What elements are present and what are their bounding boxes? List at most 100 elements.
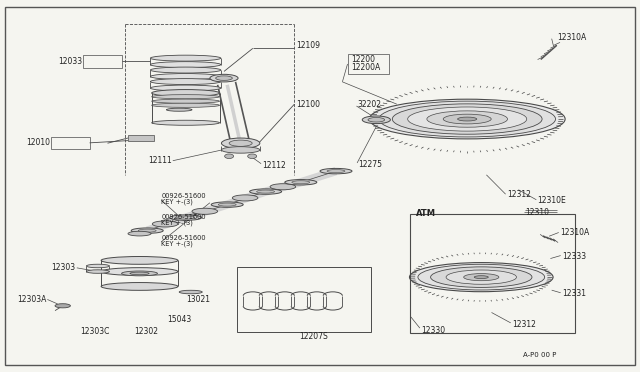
Ellipse shape bbox=[210, 74, 238, 82]
Ellipse shape bbox=[192, 208, 218, 214]
Ellipse shape bbox=[166, 108, 192, 111]
Text: 12310: 12310 bbox=[525, 208, 548, 217]
Ellipse shape bbox=[225, 154, 234, 158]
Ellipse shape bbox=[152, 94, 220, 99]
Ellipse shape bbox=[229, 140, 252, 146]
Text: 12331: 12331 bbox=[562, 289, 586, 298]
Text: 32202: 32202 bbox=[357, 100, 381, 109]
Bar bbox=[348, 54, 389, 74]
Ellipse shape bbox=[138, 229, 156, 232]
Ellipse shape bbox=[150, 67, 221, 73]
Ellipse shape bbox=[232, 195, 258, 201]
Ellipse shape bbox=[379, 101, 556, 137]
Text: 12303: 12303 bbox=[51, 263, 76, 272]
Bar bbox=[237, 267, 371, 332]
Text: 12310A: 12310A bbox=[557, 33, 586, 42]
Ellipse shape bbox=[221, 147, 260, 153]
Ellipse shape bbox=[257, 190, 275, 193]
Text: 00926-51600: 00926-51600 bbox=[161, 193, 206, 199]
Text: 12303A: 12303A bbox=[17, 295, 46, 304]
Bar bbox=[410, 214, 575, 333]
Text: 12112: 12112 bbox=[262, 161, 286, 170]
Ellipse shape bbox=[418, 264, 545, 290]
Text: A-P0 00 P: A-P0 00 P bbox=[524, 352, 557, 358]
Ellipse shape bbox=[368, 118, 385, 122]
Ellipse shape bbox=[152, 90, 220, 96]
Ellipse shape bbox=[179, 290, 202, 294]
Ellipse shape bbox=[131, 228, 163, 233]
Ellipse shape bbox=[152, 103, 220, 108]
Ellipse shape bbox=[152, 221, 178, 227]
Ellipse shape bbox=[101, 257, 178, 264]
Text: 00926-51600: 00926-51600 bbox=[161, 214, 206, 220]
Ellipse shape bbox=[150, 78, 221, 84]
Text: 12333: 12333 bbox=[562, 252, 586, 261]
Ellipse shape bbox=[463, 273, 499, 281]
Text: 12303C: 12303C bbox=[80, 327, 109, 336]
Ellipse shape bbox=[150, 74, 221, 80]
Ellipse shape bbox=[150, 55, 221, 61]
Text: 12330: 12330 bbox=[421, 326, 445, 335]
Ellipse shape bbox=[392, 104, 542, 134]
Ellipse shape bbox=[446, 270, 516, 284]
Text: ATM: ATM bbox=[416, 209, 436, 218]
Text: 12310E: 12310E bbox=[538, 196, 566, 205]
Ellipse shape bbox=[292, 181, 310, 184]
Bar bbox=[83, 55, 122, 68]
Text: 12111: 12111 bbox=[148, 156, 172, 165]
Ellipse shape bbox=[270, 184, 296, 190]
Text: KEY +-(3): KEY +-(3) bbox=[161, 219, 193, 226]
Text: 12310A: 12310A bbox=[560, 228, 589, 237]
Text: 12109: 12109 bbox=[296, 41, 321, 50]
Text: 12100: 12100 bbox=[296, 100, 321, 109]
Ellipse shape bbox=[211, 202, 243, 207]
Ellipse shape bbox=[248, 154, 257, 158]
Ellipse shape bbox=[177, 216, 195, 219]
Text: 12200: 12200 bbox=[351, 55, 375, 64]
Ellipse shape bbox=[152, 99, 220, 103]
Bar bbox=[51, 137, 90, 149]
Ellipse shape bbox=[221, 138, 260, 148]
Text: 12033: 12033 bbox=[58, 57, 82, 66]
Ellipse shape bbox=[86, 270, 109, 273]
Ellipse shape bbox=[101, 268, 178, 275]
Ellipse shape bbox=[427, 111, 508, 127]
Ellipse shape bbox=[443, 114, 492, 124]
Ellipse shape bbox=[216, 76, 232, 80]
Text: 13021: 13021 bbox=[186, 295, 211, 304]
Ellipse shape bbox=[122, 271, 157, 276]
Text: 12275: 12275 bbox=[358, 160, 383, 169]
Ellipse shape bbox=[150, 85, 221, 91]
Ellipse shape bbox=[458, 117, 477, 121]
Ellipse shape bbox=[362, 116, 390, 124]
Ellipse shape bbox=[218, 203, 236, 206]
Ellipse shape bbox=[327, 170, 345, 173]
Text: 12302: 12302 bbox=[134, 327, 158, 336]
Ellipse shape bbox=[250, 189, 282, 194]
Ellipse shape bbox=[130, 272, 149, 275]
Ellipse shape bbox=[431, 267, 532, 288]
Text: 15043: 15043 bbox=[167, 315, 191, 324]
Ellipse shape bbox=[320, 169, 352, 174]
Ellipse shape bbox=[474, 276, 488, 279]
Ellipse shape bbox=[150, 62, 221, 68]
Text: 12207S: 12207S bbox=[300, 332, 328, 341]
Text: 12010: 12010 bbox=[26, 138, 50, 147]
Ellipse shape bbox=[86, 264, 109, 268]
Ellipse shape bbox=[408, 107, 527, 131]
Text: KEY +-(3): KEY +-(3) bbox=[161, 199, 193, 205]
Ellipse shape bbox=[369, 99, 565, 139]
Ellipse shape bbox=[170, 215, 202, 220]
Text: 12312: 12312 bbox=[512, 320, 536, 329]
Text: 12200A: 12200A bbox=[351, 63, 380, 72]
Ellipse shape bbox=[410, 263, 553, 292]
Ellipse shape bbox=[55, 304, 70, 308]
Text: 12312: 12312 bbox=[507, 190, 531, 199]
Ellipse shape bbox=[128, 231, 151, 236]
Ellipse shape bbox=[101, 283, 178, 290]
Text: 00926-51600: 00926-51600 bbox=[161, 235, 206, 241]
Ellipse shape bbox=[152, 120, 220, 125]
Bar bbox=[128, 135, 154, 141]
Text: KEY +-(3): KEY +-(3) bbox=[161, 240, 193, 247]
Ellipse shape bbox=[285, 180, 317, 185]
